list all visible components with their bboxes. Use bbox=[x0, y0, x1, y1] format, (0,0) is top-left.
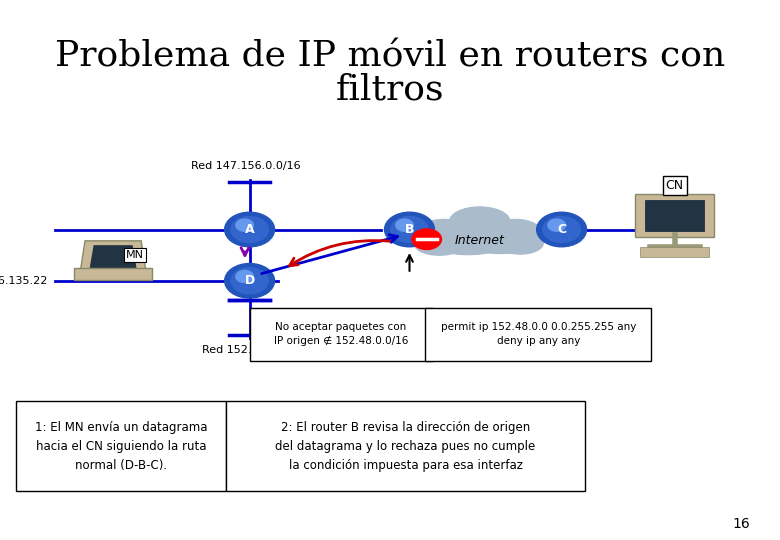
Text: Problema de IP móvil en routers con: Problema de IP móvil en routers con bbox=[55, 40, 725, 73]
Ellipse shape bbox=[465, 231, 534, 253]
FancyBboxPatch shape bbox=[425, 308, 651, 361]
FancyBboxPatch shape bbox=[635, 194, 714, 237]
Text: filtros: filtros bbox=[335, 72, 445, 106]
Text: Internet: Internet bbox=[455, 234, 505, 247]
Text: B: B bbox=[405, 223, 414, 236]
Text: 2: El router B revisa la dirección de origen
del datagrama y lo rechaza pues no : 2: El router B revisa la dirección de or… bbox=[275, 421, 536, 471]
FancyBboxPatch shape bbox=[640, 247, 709, 256]
Circle shape bbox=[395, 219, 413, 231]
Circle shape bbox=[412, 229, 441, 249]
Ellipse shape bbox=[497, 233, 543, 254]
Text: permit ip 152.48.0.0 0.0.255.255 any
deny ip any any: permit ip 152.48.0.0 0.0.255.255 any den… bbox=[441, 322, 636, 346]
FancyBboxPatch shape bbox=[226, 401, 585, 491]
Circle shape bbox=[231, 268, 268, 294]
FancyBboxPatch shape bbox=[74, 268, 152, 280]
Circle shape bbox=[236, 271, 254, 282]
Text: A: A bbox=[245, 223, 254, 236]
Circle shape bbox=[543, 217, 580, 242]
Circle shape bbox=[385, 212, 434, 247]
Polygon shape bbox=[80, 241, 146, 271]
Circle shape bbox=[537, 212, 587, 247]
Text: C: C bbox=[557, 223, 566, 236]
Text: 147.156.135.22: 147.156.135.22 bbox=[0, 276, 48, 286]
Ellipse shape bbox=[449, 207, 510, 237]
FancyBboxPatch shape bbox=[250, 308, 433, 361]
FancyBboxPatch shape bbox=[645, 200, 704, 231]
Circle shape bbox=[225, 212, 275, 247]
Text: CN: CN bbox=[665, 179, 684, 192]
Ellipse shape bbox=[431, 230, 505, 254]
Ellipse shape bbox=[415, 234, 464, 255]
Polygon shape bbox=[90, 245, 136, 268]
Text: 1: El MN envía un datagrama
hacia el CN siguiendo la ruta
normal (D-B-C).: 1: El MN envía un datagrama hacia el CN … bbox=[34, 421, 207, 471]
Text: 16: 16 bbox=[732, 517, 750, 531]
Text: Red 147.156.0.0/16: Red 147.156.0.0/16 bbox=[191, 161, 300, 171]
Text: MN: MN bbox=[126, 250, 144, 260]
Circle shape bbox=[231, 217, 268, 242]
Text: Red 152.48.0.0/16: Red 152.48.0.0/16 bbox=[202, 345, 305, 355]
Circle shape bbox=[236, 219, 254, 231]
Circle shape bbox=[391, 217, 428, 242]
Ellipse shape bbox=[490, 219, 542, 247]
Circle shape bbox=[225, 264, 275, 298]
Circle shape bbox=[548, 219, 566, 231]
Text: D: D bbox=[244, 274, 255, 287]
FancyBboxPatch shape bbox=[16, 401, 226, 491]
Text: No aceptar paquetes con
IP origen ∉ 152.48.0.0/16: No aceptar paquetes con IP origen ∉ 152.… bbox=[274, 322, 408, 347]
Ellipse shape bbox=[417, 219, 470, 247]
